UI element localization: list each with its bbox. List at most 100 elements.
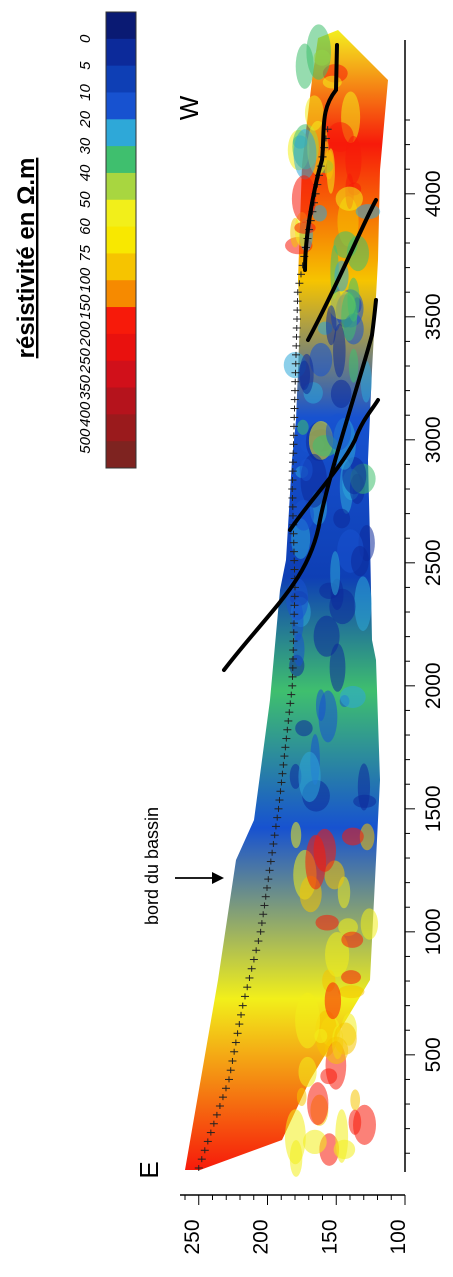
resistivity-patch [285, 1109, 306, 1165]
legend-color-swatch [106, 12, 136, 40]
distance-tick-label: 3000 [422, 416, 445, 463]
resistivity-patch [299, 458, 313, 482]
resistivity-section [185, 24, 388, 1177]
legend-level-label: 20 [77, 110, 94, 128]
legend-color-swatch [106, 119, 136, 147]
resistivity-patch [297, 419, 309, 435]
legend-level-label: 350 [77, 374, 94, 400]
resistivity-patch [298, 1056, 317, 1088]
resistivity-patch [335, 186, 363, 211]
legend-color-swatch [106, 360, 136, 389]
distance-tick-label: 2000 [422, 662, 445, 709]
legend-title: résistivité en Ω.m [13, 158, 40, 359]
resistivity-patch [354, 576, 372, 631]
resistivity-patch [338, 918, 358, 937]
resistivity-patch [333, 323, 346, 378]
distance-tick-label: 4000 [422, 170, 445, 217]
resistivity-patch [350, 545, 369, 577]
resistivity-patch [289, 763, 302, 789]
elevation-tick-label: 150 [318, 1219, 341, 1254]
legend-level-label: 0 [77, 34, 94, 43]
resistivity-patch [345, 135, 362, 185]
resistivity-patch [302, 1129, 327, 1155]
resistivity-patch [341, 827, 364, 846]
resistivity-patch [322, 75, 342, 89]
legend-level-label: 60 [77, 218, 94, 235]
resistivity-patch [315, 689, 326, 722]
fault-line-west-lower [306, 198, 378, 342]
resistivity-patch [348, 1109, 362, 1135]
resistivity-patch [359, 823, 375, 851]
resistivity-patch [324, 982, 342, 1020]
legend-color-swatch [106, 199, 136, 228]
legend-level-label: 5 [77, 61, 94, 70]
legend-level-label: 40 [77, 164, 94, 181]
resistivity-patch [315, 914, 339, 931]
legend-color-swatch [106, 146, 136, 174]
resistivity-patch [304, 95, 324, 131]
legend-color-swatch [106, 307, 136, 335]
elevation-tick-label: 100 [387, 1219, 410, 1254]
resistivity-patch [338, 985, 365, 999]
resistivity-patch [341, 970, 361, 985]
elevation-tick-label: 200 [250, 1219, 273, 1254]
legend-color-swatch [106, 172, 136, 201]
resistivity-patch [326, 122, 354, 152]
resistivity-patch [325, 305, 337, 346]
legend-color-swatch [106, 280, 136, 308]
legend-color-swatch [106, 65, 136, 93]
elevation-tick-label: 250 [181, 1219, 204, 1254]
resistivity-patch [305, 834, 327, 890]
resistivity-patch [341, 291, 358, 341]
resistivity-patch [329, 643, 346, 692]
resistivity-patch [330, 551, 341, 596]
resistivity-patch [298, 751, 321, 803]
resistivity-patch [309, 342, 333, 377]
resistivity-patch [294, 221, 316, 234]
legend-level-label: 400 [77, 401, 94, 427]
resistivity-patch [333, 508, 351, 529]
legend-color-swatch [106, 333, 136, 362]
resistivity-patch [360, 908, 379, 940]
west-label: W [174, 95, 204, 120]
legend-level-label: 75 [77, 244, 94, 261]
arrow-head-icon [212, 872, 224, 884]
fault-line-west-upper [303, 43, 339, 272]
resistivity-patch [350, 1089, 361, 1111]
resistivity-patch [290, 821, 302, 849]
legend-level-label: 100 [77, 267, 94, 293]
legend-color-swatch [106, 414, 136, 442]
resistivity-patch [307, 1082, 329, 1126]
resistivity-patch [312, 205, 327, 222]
resistivity-patch [339, 685, 366, 708]
legend-level-label: 250 [77, 348, 94, 375]
distance-tick-label: 1000 [422, 908, 445, 955]
legend-level-label: 200 [77, 321, 94, 348]
resistivity-patch [295, 992, 320, 1049]
legend-color-swatch [106, 253, 136, 281]
resistivity-patch [320, 1068, 338, 1085]
resistivity-patch [299, 353, 314, 395]
resistivity-patch [329, 588, 356, 625]
legend-level-label: 30 [77, 137, 94, 154]
distance-tick-label: 500 [422, 1037, 445, 1072]
resistivity-patch [293, 129, 317, 180]
fault-line-central [288, 398, 380, 532]
legend-color-swatch [106, 226, 136, 254]
legend-level-label: 500 [77, 428, 94, 454]
legend-level-label: 150 [77, 294, 94, 320]
fault-line-basin-edge [222, 298, 378, 672]
distance-tick-label: 2500 [422, 539, 445, 586]
legend-color-swatch [106, 441, 136, 469]
legend-level-label: 10 [77, 83, 94, 100]
resistivity-patch [353, 794, 377, 808]
resistivity-patch [324, 1036, 349, 1065]
east-label: E [134, 1161, 164, 1178]
legend-color-swatch [106, 387, 136, 415]
resistivity-patch [335, 1109, 349, 1163]
resistivity-patch [313, 615, 340, 657]
legend-color-swatch [106, 38, 136, 67]
legend-color-swatch [106, 92, 136, 120]
